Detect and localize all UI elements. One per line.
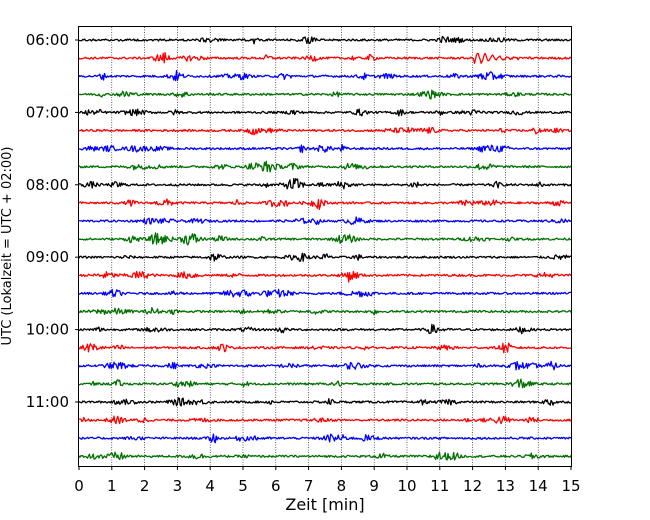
- trace-row-0930: [78, 288, 571, 298]
- x-tick-label: 4: [205, 477, 215, 495]
- trace-row-1000: [79, 323, 572, 335]
- x-tick-label: 15: [561, 477, 580, 495]
- y-tick-label: 07:00: [26, 103, 69, 121]
- x-tick-label: 9: [369, 477, 379, 495]
- trace-row-0800: [78, 177, 572, 190]
- y-tick-label: 11:00: [26, 393, 69, 411]
- trace-row-0945: [78, 307, 572, 316]
- y-tick-label: 08:00: [26, 176, 69, 194]
- trace-row-1030: [78, 360, 572, 371]
- trace-row-0845: [78, 232, 572, 246]
- x-tick-label: 14: [529, 477, 548, 495]
- x-tick-label: 12: [463, 477, 482, 495]
- trace-row-0745: [78, 160, 572, 173]
- x-tick-label: 8: [337, 477, 347, 495]
- trace-row-1145: [78, 451, 572, 461]
- x-tick-label: 3: [173, 477, 183, 495]
- trace-row-0600: [78, 35, 572, 45]
- trace-row-0915: [79, 270, 572, 283]
- trace-row-0615: [78, 51, 572, 64]
- x-tick-label: 2: [140, 477, 150, 495]
- y-tick-label: 06:00: [26, 31, 69, 49]
- trace-row-0715: [78, 126, 572, 136]
- x-axis-title: Zeit [min]: [285, 495, 364, 514]
- x-tick-label: 0: [74, 477, 84, 495]
- x-tick-label: 7: [304, 477, 314, 495]
- trace-row-1100: [78, 397, 572, 407]
- trace-row-0900: [78, 252, 572, 262]
- plot-frame: [78, 26, 572, 467]
- x-axis-ticks: 0 1 2 3 4 5 6 7 8 9 10 11 12 13 14 15: [74, 466, 581, 495]
- vertical-grid: [111, 27, 539, 466]
- x-tick-label: 13: [496, 477, 515, 495]
- trace-row-0630: [78, 70, 572, 82]
- trace-row-1045: [78, 378, 572, 389]
- x-tick-label: 6: [271, 477, 281, 495]
- trace-row-1015: [78, 342, 571, 354]
- y-axis-title: UTC (Lokalzeit = UTC + 02:00): [0, 147, 15, 346]
- y-axis-ticks: 06:00 07:00 08:00 09:00 10:00 11:00: [26, 31, 79, 411]
- x-tick-label: 1: [107, 477, 117, 495]
- trace-row-0830: [78, 216, 572, 226]
- y-tick-label: 10:00: [26, 321, 69, 339]
- seismic-traces: [78, 35, 572, 461]
- trace-row-1130: [79, 433, 572, 444]
- trace-row-0700: [78, 108, 572, 117]
- x-tick-label: 11: [430, 477, 449, 495]
- trace-row-0730: [79, 143, 572, 154]
- trace-row-0645: [78, 89, 572, 100]
- x-tick-label: 10: [397, 477, 416, 495]
- trace-row-1115: [78, 415, 572, 425]
- y-tick-label: 09:00: [26, 248, 69, 266]
- trace-row-0815: [78, 198, 572, 211]
- x-tick-label: 5: [238, 477, 248, 495]
